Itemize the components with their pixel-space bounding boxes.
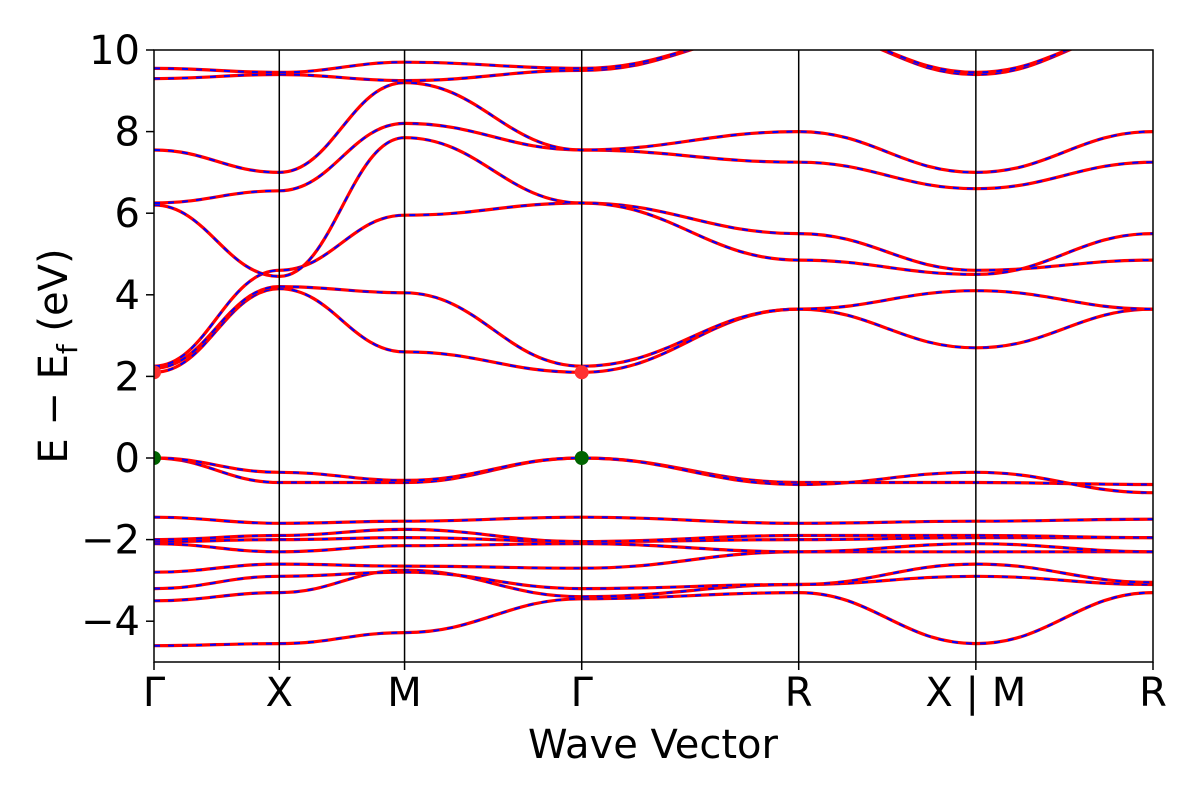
x-tick-label: R <box>785 670 813 716</box>
band-line-16 <box>154 81 1153 174</box>
band-overlay-11 <box>154 287 1153 374</box>
band-overlay-18 <box>154 50 1070 74</box>
y-tick-label: 2 <box>115 354 140 400</box>
band-line-18 <box>154 50 1072 74</box>
high-symmetry-lines <box>278 50 977 662</box>
x-tick-label: R <box>1139 670 1167 716</box>
y-tick-label: 6 <box>115 191 140 237</box>
y-axis-ticks: −4 −2 0 2 4 6 8 10 <box>81 28 154 645</box>
band-line-10 <box>154 456 1153 495</box>
y-axis-label-unit: (eV) <box>31 248 77 344</box>
band-line-8 <box>154 515 1153 525</box>
band-line-12 <box>154 285 1153 370</box>
cbm-marker-4 <box>574 365 589 380</box>
x-tick-label: M <box>387 670 422 716</box>
y-tick-label: −2 <box>81 518 140 564</box>
plot-frame <box>153 49 1154 663</box>
bands-layer <box>154 50 1153 648</box>
y-axis-label: E − Ef (eV) <box>31 248 84 463</box>
vbm-marker-2 <box>574 451 589 465</box>
band-overlay-12 <box>154 285 1153 370</box>
band-line-11 <box>154 287 1153 374</box>
y-tick-label: 8 <box>115 110 140 156</box>
band-overlay-1 <box>154 591 1153 647</box>
y-tick-label: −4 <box>81 599 140 645</box>
x-tick-label: Γ <box>143 670 166 716</box>
band-line-14 <box>154 136 1153 278</box>
band-overlay-15 <box>154 122 1153 204</box>
band-overlay-13 <box>154 201 1153 368</box>
y-axis-label-subscript: f <box>51 343 84 354</box>
band-line-13 <box>154 201 1153 368</box>
vbm-marker-1 <box>154 451 161 465</box>
band-line-4 <box>154 550 1153 574</box>
band-line-9 <box>154 456 1153 487</box>
x-tick-label: X <box>266 670 293 716</box>
band-overlay-4 <box>154 550 1153 574</box>
y-tick-label: 10 <box>89 28 140 74</box>
band-overlay-7 <box>154 528 1153 543</box>
band-overlay-14 <box>154 136 1153 278</box>
cbm-marker-3 <box>154 365 161 380</box>
y-tick-label: 4 <box>115 273 140 319</box>
x-tick-label: Γ <box>571 670 594 716</box>
band-line-15 <box>154 121 1153 205</box>
y-tick-label: 0 <box>115 436 140 482</box>
band-overlay-9 <box>154 456 1153 486</box>
y-axis-label-main: E − E <box>31 354 77 464</box>
band-overlay-5 <box>154 542 1153 553</box>
x-axis-label: Wave Vector <box>528 722 779 768</box>
band-overlay-16 <box>154 81 1153 174</box>
band-line-1 <box>154 591 1153 648</box>
band-overlay-8 <box>154 516 1153 525</box>
x-axis-ticks: Γ X M Γ R X | M R <box>143 662 1167 716</box>
band-edge-markers <box>154 365 589 465</box>
x-tick-label: X | M <box>925 670 1026 716</box>
